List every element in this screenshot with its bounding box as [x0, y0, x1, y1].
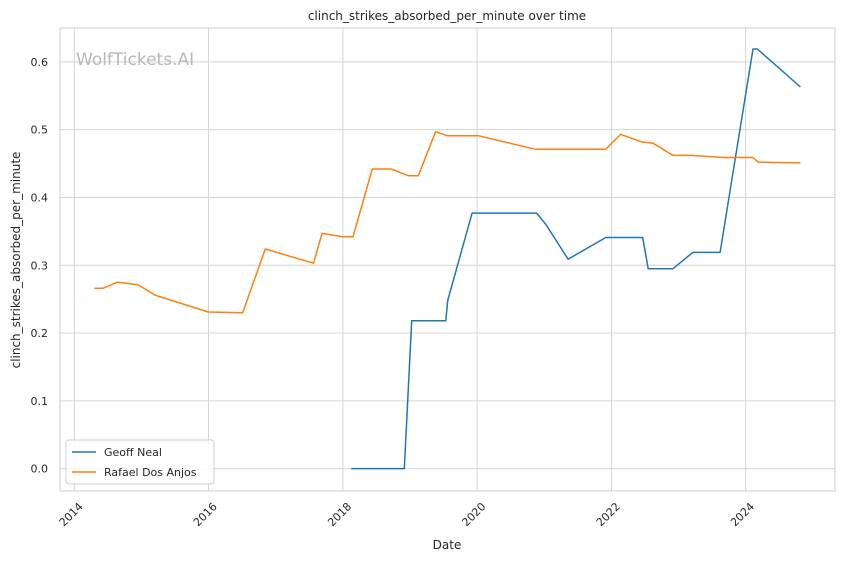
- legend: Geoff Neal Rafael Dos Anjos: [65, 439, 215, 485]
- x-gridlines: [73, 28, 747, 491]
- y-tick-label-0-2: 0.2: [31, 327, 49, 340]
- series-line-geoff-neal: [351, 48, 801, 470]
- series-line-rafael-dos-anjos: [94, 130, 801, 314]
- y-tick-label-0-6: 0.6: [31, 56, 49, 69]
- legend-label-rafael-dos-anjos: Rafael Dos Anjos: [104, 466, 197, 479]
- x-tick-label-2022: 2022: [594, 500, 623, 529]
- series-lines: [94, 48, 801, 470]
- plot-background: [60, 28, 835, 491]
- y-tick-labels: 0.0 0.1 0.2 0.3 0.4 0.5 0.6: [31, 56, 49, 476]
- legend-box: [65, 439, 215, 485]
- y-tick-label-0-0: 0.0: [31, 463, 49, 476]
- y-tick-label-0-3: 0.3: [31, 259, 49, 272]
- y-tick-label-0-1: 0.1: [31, 395, 49, 408]
- x-tick-labels: 2014 2016 2018 2020 2022 2024: [57, 500, 757, 529]
- y-tick-label-0-4: 0.4: [31, 191, 49, 204]
- x-tick-label-2016: 2016: [191, 500, 220, 529]
- plot-frame: [59, 27, 836, 492]
- chart-title: clinch_strikes_absorbed_per_minute over …: [308, 9, 586, 23]
- y-axis-title: clinch_strikes_absorbed_per_minute: [9, 152, 23, 369]
- legend-label-geoff-neal: Geoff Neal: [104, 446, 162, 459]
- x-tick-label-2024: 2024: [728, 500, 757, 529]
- x-tick-label-2020: 2020: [459, 500, 488, 529]
- x-axis-title: Date: [433, 538, 462, 552]
- y-tick-label-0-5: 0.5: [31, 124, 49, 137]
- x-tick-label-2014: 2014: [57, 500, 86, 529]
- watermark-text: WolfTickets.AI: [76, 50, 194, 70]
- x-tick-label-2018: 2018: [325, 500, 354, 529]
